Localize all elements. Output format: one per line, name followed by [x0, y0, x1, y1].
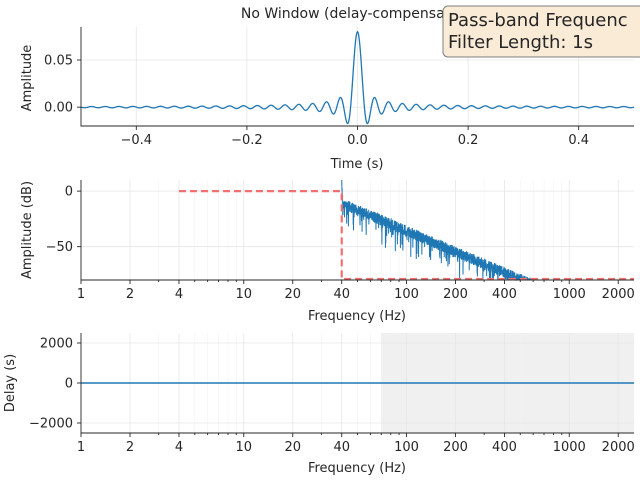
x-tick-label: 1000 [553, 440, 586, 455]
impulse-response-line [80, 30, 635, 125]
y-tick-label: −2000 [29, 417, 73, 432]
annotation-background [442, 5, 640, 58]
frequency-x-axis-label: Frequency (Hz) [308, 309, 406, 324]
x-tick-label: 10 [235, 287, 252, 302]
x-tick-label: 100 [394, 440, 419, 455]
y-tick-label: 0.05 [44, 54, 73, 69]
x-tick-label: 0.4 [568, 133, 589, 148]
x-tick-label: 2000 [602, 440, 635, 455]
x-tick-label: 2 [126, 440, 134, 455]
x-tick-label: 400 [492, 287, 517, 302]
x-tick-label: −0.4 [121, 133, 153, 148]
y-tick-label: 0.00 [44, 101, 73, 116]
x-tick-label: 2 [126, 287, 134, 302]
x-tick-label: −0.2 [231, 133, 263, 148]
x-tick-label: 1000 [553, 287, 586, 302]
delay-x-axis-label: Frequency (Hz) [308, 461, 406, 476]
impulse-y-axis-label: Amplitude [20, 45, 35, 112]
x-tick-label: 2000 [602, 287, 635, 302]
frequency-y-axis-label: Amplitude (dB) [20, 181, 35, 279]
frequency-response-panel: 1 2 4 10 20 40 100 200 400 1000 2000 0 −50 Frequency… [20, 179, 635, 324]
x-tick-label: 400 [492, 440, 517, 455]
x-tick-label: 200 [443, 440, 468, 455]
x-tick-label: 10 [235, 440, 252, 455]
x-tick-label: 1 [77, 440, 85, 455]
frequency-response-line [341, 179, 634, 282]
x-tick-label: 100 [394, 287, 419, 302]
x-tick-label: 4 [175, 440, 183, 455]
annotation-line-2: Filter Length: 1s [448, 32, 593, 53]
y-tick-label: −50 [46, 240, 73, 255]
x-tick-label: 200 [443, 287, 468, 302]
group-delay-panel: 1 2 4 10 20 40 100 200 400 1000 2000 2000 0 −2000 Fre… [3, 333, 635, 476]
x-tick-label: 1 [77, 287, 85, 302]
ideal-response-line [178, 190, 634, 281]
impulse-response-panel: −0.4 −0.2 0.0 0.2 0.4 0.00 0.05 Time (s) Ampli… [20, 27, 635, 172]
delay-y-axis-label: Delay (s) [3, 354, 18, 412]
impulse-x-axis-label: Time (s) [330, 157, 384, 172]
y-tick-label: 2000 [40, 337, 73, 352]
chart-title: No Window (delay-compensated) [241, 6, 473, 22]
annotation-box: Pass-band Frequenc Filter Length: 1s [442, 5, 640, 58]
annotation-line-1: Pass-band Frequenc [448, 10, 628, 31]
x-tick-label: 40 [333, 287, 350, 302]
y-tick-label: 0 [65, 185, 73, 200]
x-tick-label: 20 [284, 287, 301, 302]
x-tick-label: 20 [284, 440, 301, 455]
x-tick-label: 0.2 [458, 133, 479, 148]
x-tick-label: 4 [175, 287, 183, 302]
x-tick-label: 40 [333, 440, 350, 455]
y-tick-label: 0 [65, 377, 73, 392]
x-tick-label: 0.0 [347, 133, 368, 148]
